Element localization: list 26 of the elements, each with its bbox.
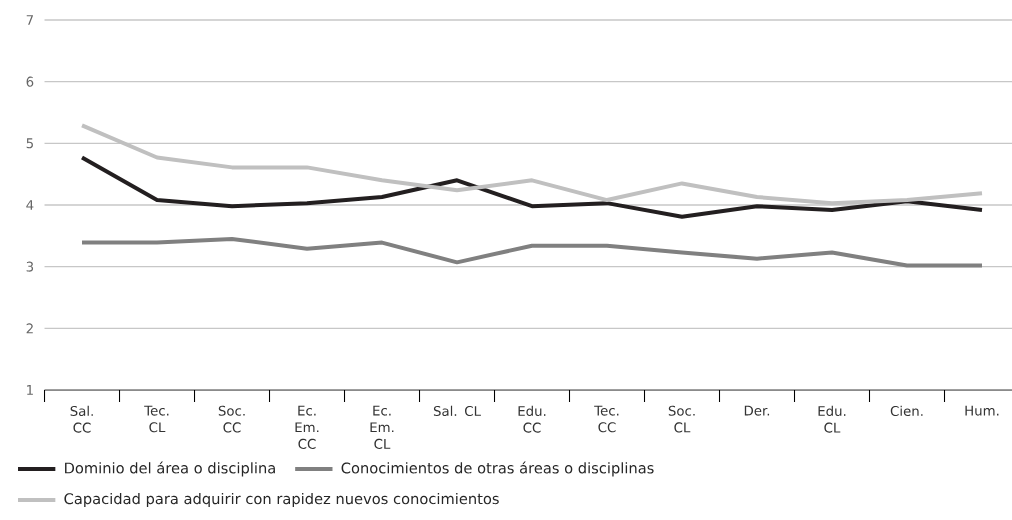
y-tick-label: 2	[26, 323, 33, 334]
y-tick-label: 3	[26, 261, 34, 272]
legend-label: Capacidad para adquirir con rapidez nuevos conocimientos	[64, 492, 499, 508]
legend-label: Dominio del área o disciplina	[65, 461, 275, 477]
x-tick-label: Tec. CL	[144, 405, 169, 433]
x-tick-label: Edu. CC	[518, 405, 546, 433]
x-tick-label: Soc. CC	[218, 405, 245, 433]
legend-label: Conocimientos de otras áreas o disciplinas	[341, 461, 654, 477]
x-tick-label: Edu. CL	[818, 405, 846, 433]
x-tick-label: Sal. CC	[70, 405, 93, 433]
line-series	[80, 236, 984, 268]
y-tick-label: 4	[26, 200, 34, 210]
y-tick-label: 5	[26, 138, 33, 149]
y-tick-label: 6	[26, 76, 34, 87]
x-tick-label: Cien.	[890, 405, 923, 417]
x-tick-label: Ec. Em. CL	[370, 405, 394, 449]
x-tick-label: Sal. CL	[433, 405, 481, 417]
line-series	[80, 155, 984, 219]
y-tick-label: 1	[27, 385, 33, 395]
line-series	[80, 123, 984, 206]
x-tick-label: Hum.	[965, 405, 999, 416]
x-tick-label: Der.	[744, 405, 770, 416]
y-tick-label: 7	[26, 15, 33, 25]
x-tick-label: Tec. CC	[594, 405, 619, 433]
x-tick-label: Soc. CL	[668, 405, 695, 433]
x-tick-label: Ec. Em. CC	[295, 405, 319, 449]
